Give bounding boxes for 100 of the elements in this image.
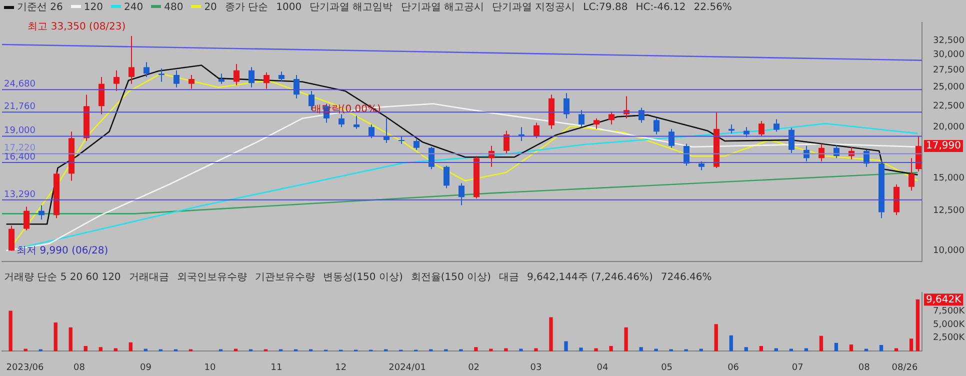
bar (128, 342, 132, 352)
candlestick (38, 204, 44, 220)
bar (534, 348, 538, 352)
text: 1000 (276, 2, 302, 12)
bar (864, 348, 868, 352)
text: LC:79.88 (583, 2, 628, 12)
candlestick (294, 74, 300, 99)
legend-label: 기준선 26 (16, 1, 63, 14)
candlestick (788, 128, 794, 154)
x-tick-label: 08/26 (892, 362, 918, 373)
legend-label: 240 (123, 2, 144, 12)
candlestick (158, 68, 164, 82)
bar (654, 348, 658, 352)
bar (24, 348, 28, 352)
bar (68, 327, 72, 352)
bar (549, 317, 553, 352)
x-tick-label: 02 (468, 362, 480, 373)
y-tick-label: 20,000 (933, 122, 965, 132)
candlestick (128, 36, 134, 84)
text: 기관보유수량 (254, 271, 315, 284)
candlestick (564, 92, 570, 119)
y-tick-label: 5,000K (933, 320, 966, 330)
x-tick-label: 03 (530, 362, 542, 373)
bar (84, 346, 88, 352)
y-tick-label: 10,000 (933, 246, 965, 256)
text: 대금 (498, 271, 519, 284)
ref-line-label: 21,760 (4, 102, 36, 112)
text: 회전율(150 이상) (410, 271, 491, 284)
candlestick (444, 165, 450, 189)
bar (54, 322, 58, 352)
candlestick (24, 206, 30, 231)
candlestick (668, 128, 674, 148)
candlestick (174, 70, 180, 88)
candlestick (114, 70, 120, 92)
candlestick (654, 118, 660, 135)
candlestick (354, 115, 360, 130)
candlestick (504, 130, 510, 154)
candlestick (594, 118, 600, 130)
y-tick-label: 22,500 (933, 101, 965, 112)
legend-label: 120 (82, 2, 103, 12)
bar (714, 324, 718, 352)
bar (909, 338, 914, 352)
x-tick-label: 04 (596, 362, 608, 373)
y-tick-label: 27,500 (933, 66, 965, 76)
text: 22.56% (694, 2, 732, 12)
candlestick (908, 158, 914, 192)
bar (789, 348, 794, 352)
candlestick (264, 72, 270, 90)
text: 변동성(150 이상) (322, 271, 403, 284)
text: 거래대금 (128, 271, 169, 284)
text: 외국인보유수량 (176, 271, 247, 284)
text: 7246.46% (660, 272, 712, 282)
bar (759, 346, 763, 352)
y-tick-label: 7,500K (933, 306, 966, 316)
text: 9,642,144주 (7,246.46%) (526, 271, 653, 284)
bar (894, 348, 898, 352)
ref-line-label: 19,000 (4, 126, 36, 136)
annotation: 최저 9,990 (06/28) (16, 245, 108, 256)
x-tick-label: 10 (204, 362, 216, 373)
candlestick (534, 122, 540, 139)
annotation: 최고 33,350 (08/23) (28, 22, 126, 33)
candlestick (8, 225, 14, 252)
x-tick-label: 05 (661, 362, 673, 373)
ref-line-label: 13,290 (4, 190, 36, 200)
text: 단기과열 해고임박 (310, 1, 393, 14)
bar (744, 347, 748, 352)
candlestick (578, 110, 584, 128)
candlestick (98, 76, 104, 115)
bar (519, 348, 523, 352)
bar (699, 348, 703, 352)
candlestick (414, 138, 420, 150)
bar (916, 299, 920, 352)
bar (624, 327, 628, 352)
candlestick (774, 118, 780, 132)
x-tick-label: 09 (140, 362, 152, 373)
bar (729, 335, 733, 352)
candlestick (278, 71, 284, 82)
bar (879, 344, 884, 352)
y-tick-label: 32,500 (933, 36, 965, 46)
x-tick-label: 12 (335, 362, 347, 373)
bar (639, 347, 643, 352)
y-tick-label: 25,000 (933, 82, 965, 93)
bar (849, 344, 854, 352)
y-tick-label: 30,000 (933, 50, 965, 60)
y-tick-label: 12,500 (933, 206, 965, 216)
bar (579, 348, 583, 352)
bar (8, 310, 12, 352)
bar (474, 347, 478, 352)
bar (774, 348, 778, 352)
bar (834, 342, 838, 352)
bar (489, 348, 493, 352)
bar (564, 341, 568, 352)
bar (609, 346, 613, 352)
text: 단기과열 해고공시 (400, 1, 484, 14)
x-tick-label: 2024/01 (388, 362, 426, 373)
text: 종가 단순 (224, 1, 268, 14)
y-tick-label: 15,000 (933, 174, 965, 184)
candlestick (916, 136, 922, 172)
text: 단기과열 지정공시 (492, 1, 576, 14)
candlestick (758, 120, 764, 137)
